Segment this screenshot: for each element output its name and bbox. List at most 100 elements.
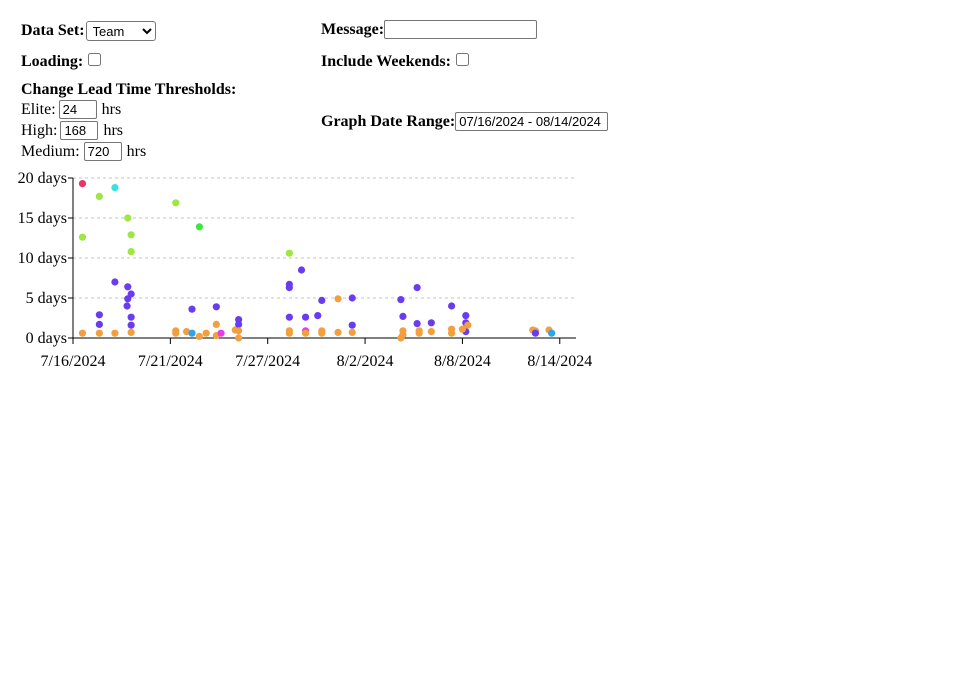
- data-point: [212, 320, 220, 328]
- data-point: [195, 332, 204, 340]
- data-point: [285, 249, 293, 257]
- medium-unit: hrs: [126, 142, 147, 160]
- data-point: [235, 320, 243, 328]
- y-tick-label: 10 days: [18, 250, 67, 267]
- high-threshold-input[interactable]: [60, 121, 99, 140]
- data-point: [123, 302, 131, 310]
- x-tick-label: 7/27/2024: [235, 353, 300, 370]
- data-point: [78, 233, 87, 241]
- data-point: [235, 334, 243, 342]
- x-tick-label: 8/14/2024: [527, 353, 592, 370]
- data-point: [111, 184, 119, 192]
- data-point: [95, 329, 103, 337]
- data-point: [297, 266, 306, 274]
- data-point: [464, 321, 472, 329]
- data-point: [124, 214, 132, 222]
- data-point: [318, 329, 326, 337]
- medium-label: Medium:: [21, 142, 80, 160]
- y-tick-label: 15 days: [18, 210, 67, 227]
- data-point: [531, 329, 540, 337]
- data-point: [78, 329, 87, 337]
- elite-row: Elite: hrs: [21, 100, 121, 119]
- data-point: [427, 328, 435, 336]
- data-point: [427, 319, 435, 327]
- message-row: Message:: [321, 20, 538, 39]
- data-point: [348, 294, 356, 302]
- data-point: [415, 329, 423, 337]
- data-point: [124, 283, 132, 291]
- x-tick-label: 7/16/2024: [41, 353, 106, 370]
- data-point: [111, 329, 119, 337]
- x-tick-label: 8/2/2024: [337, 353, 394, 370]
- data-point: [188, 305, 196, 313]
- data-point: [462, 312, 470, 320]
- data-point: [95, 192, 103, 200]
- medium-threshold-input[interactable]: [83, 142, 122, 161]
- data-point: [285, 313, 293, 321]
- data-point: [413, 320, 421, 328]
- date-range-label: Graph Date Range:: [321, 112, 456, 130]
- elite-threshold-input[interactable]: [58, 100, 97, 119]
- medium-row: Medium: hrs: [21, 142, 146, 161]
- data-point: [182, 328, 191, 336]
- data-point: [285, 329, 293, 337]
- include-weekends-label: Include Weekends:: [321, 53, 451, 70]
- data-point: [235, 327, 243, 335]
- data-point: [202, 329, 210, 337]
- data-point: [127, 328, 135, 336]
- include-weekends-checkbox[interactable]: [455, 52, 469, 66]
- data-point: [301, 329, 310, 337]
- axes: 0 days 5 days 10 days 15 days 20 days 7/16/20…: [18, 170, 593, 370]
- message-input[interactable]: [384, 20, 538, 39]
- data-point: [195, 223, 204, 231]
- data-point: [95, 311, 103, 319]
- data-point: [301, 313, 310, 321]
- lead-time-scatter-chart: 0 days 5 days 10 days 15 days 20 days 7/16/20…: [18, 170, 593, 370]
- data-point: [285, 284, 293, 292]
- data-point: [448, 329, 456, 337]
- data-point: [188, 329, 196, 337]
- y-tick-label: 20 days: [18, 170, 67, 187]
- data-point: [399, 312, 407, 320]
- data-point: [548, 329, 556, 337]
- data-point: [127, 290, 135, 298]
- high-label: High:: [21, 121, 58, 139]
- data-point: [172, 329, 180, 337]
- data-set-select[interactable]: Team: [85, 21, 156, 41]
- data-set-row: Data Set: Team: [21, 21, 156, 41]
- data-point: [111, 278, 119, 286]
- data-point: [127, 313, 135, 321]
- data-point: [127, 321, 135, 329]
- data-point: [78, 180, 87, 188]
- date-range-input[interactable]: [455, 112, 609, 131]
- data-point: [314, 312, 322, 320]
- loading-row: Loading:: [21, 52, 102, 71]
- grid-lines: [73, 177, 576, 299]
- high-unit: hrs: [103, 121, 124, 139]
- data-point: [397, 296, 405, 304]
- data-point: [458, 325, 467, 333]
- data-point: [334, 295, 342, 303]
- loading-label: Loading:: [21, 53, 84, 70]
- message-label: Message:: [321, 20, 385, 38]
- high-row: High: hrs: [21, 121, 123, 140]
- data-point: [127, 231, 135, 239]
- data-point: [399, 331, 407, 339]
- elite-label: Elite:: [21, 100, 56, 118]
- data-point: [95, 320, 103, 328]
- x-tick-label: 8/8/2024: [434, 353, 491, 370]
- data-points: [78, 180, 556, 342]
- data-point: [334, 328, 342, 336]
- data-point: [172, 199, 180, 207]
- elite-unit: hrs: [101, 100, 122, 118]
- data-point: [448, 302, 456, 310]
- data-point: [348, 328, 356, 336]
- y-tick-label: 0 days: [26, 330, 67, 347]
- data-point: [413, 284, 421, 292]
- thresholds-title-row: Change Lead Time Thresholds:: [21, 81, 236, 99]
- data-set-label: Data Set:: [21, 22, 85, 39]
- include-weekends-row: Include Weekends:: [321, 52, 469, 71]
- loading-checkbox[interactable]: [88, 52, 102, 66]
- x-tick-label: 7/21/2024: [138, 353, 203, 370]
- data-point: [217, 329, 225, 337]
